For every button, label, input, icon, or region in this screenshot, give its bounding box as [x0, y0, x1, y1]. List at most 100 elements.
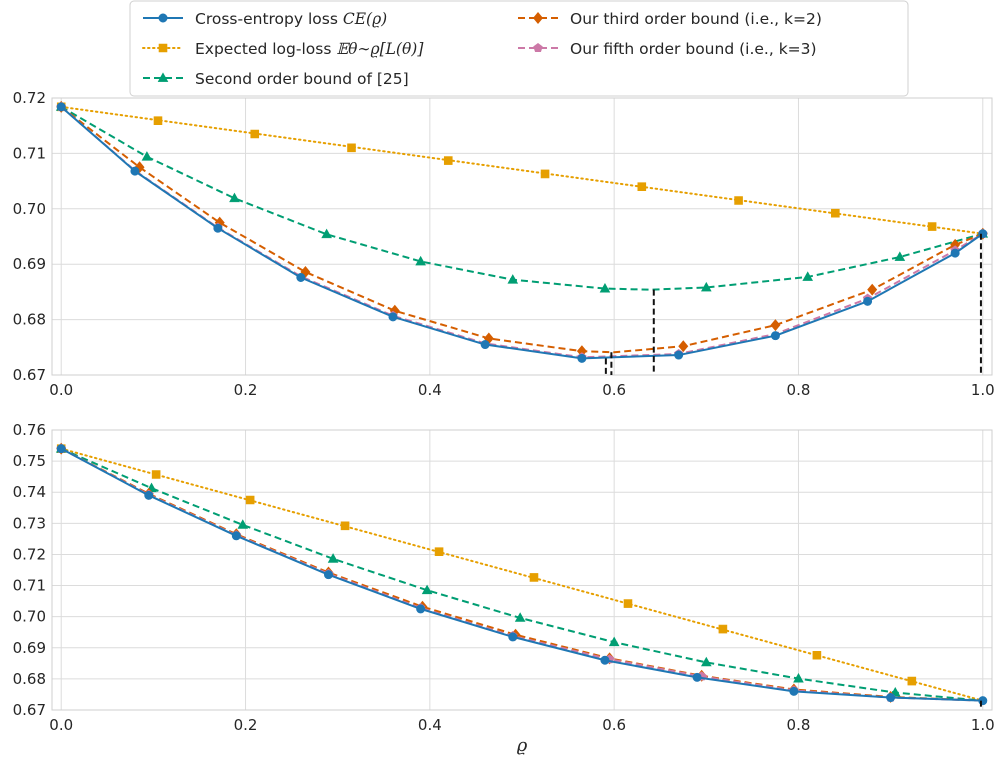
- exp-marker: [623, 599, 633, 608]
- second-marker: [237, 519, 249, 529]
- ce-marker: [508, 632, 518, 642]
- legend-marker-second: [157, 72, 169, 82]
- third-line: [60, 106, 984, 354]
- legend-label-fifth: Our fifth order bound (i.e., k=3): [570, 40, 817, 58]
- y-tick-label: 0.69: [13, 255, 46, 273]
- top-panel: 0.0 0.2 0.4 0.6 0.8 1.0 0.67 0.68 0.69 0.70 0.71 0.…: [13, 89, 995, 399]
- second-marker: [599, 282, 611, 293]
- legend-label-second: Second order bound of [25]: [195, 70, 409, 88]
- legend-label-exp: Expected log-loss 𝔼θ∼ϱ[L(θ)]: [195, 40, 424, 58]
- second-marker: [415, 255, 426, 266]
- ce-marker: [978, 696, 988, 706]
- legend-entry-second: Second order bound of [25]: [143, 70, 409, 88]
- x-tick-label: 1.0: [971, 716, 995, 734]
- x-axis-label: ϱ: [517, 735, 528, 756]
- x-tick-label: 0.6: [602, 716, 626, 734]
- y-tick-label: 0.73: [13, 514, 46, 532]
- second-marker: [514, 612, 526, 622]
- second-series: [55, 443, 983, 702]
- ce-marker: [770, 331, 780, 341]
- exp-marker: [434, 547, 444, 556]
- exp-marker: [151, 470, 161, 479]
- third-marker: [867, 283, 878, 296]
- legend-label-text: Our third order bound (i.e., k=2): [570, 10, 822, 28]
- ce-series: [56, 102, 988, 363]
- exp-marker: [812, 650, 822, 660]
- plot-frame: [51, 429, 993, 711]
- x-tick-label: 1.0: [971, 381, 995, 399]
- exp-marker: [245, 495, 255, 505]
- second-marker: [229, 192, 240, 203]
- exp-series: [56, 444, 984, 702]
- third-marker: [678, 340, 689, 353]
- y-tick-label: 0.76: [13, 421, 46, 439]
- legend-label-math: CE(ϱ): [343, 10, 387, 28]
- exp-marker: [340, 521, 350, 531]
- y-tick-label: 0.67: [13, 701, 46, 719]
- bottom-panel: 0.0 0.2 0.4 0.6 0.8 1.0 0.67 0.68 0.69 0.70 0.71 0.…: [13, 421, 995, 734]
- second-series: [55, 101, 989, 293]
- x-tick-label: 0.2: [234, 381, 258, 399]
- second-marker: [608, 636, 620, 647]
- ce-marker: [577, 353, 587, 363]
- exp-marker: [540, 169, 550, 179]
- legend-label-text: Second order bound of [25]: [195, 70, 409, 88]
- legend-entry-exp: Expected log-loss 𝔼θ∼ϱ[L(θ)]: [142, 40, 424, 58]
- x-tick-label: 0.4: [418, 381, 442, 399]
- y-tick-label: 0.72: [13, 545, 46, 563]
- legend-marker-exp: [158, 43, 168, 53]
- ce-marker: [692, 672, 702, 682]
- third-marker: [770, 319, 781, 332]
- second-marker: [141, 151, 153, 161]
- legend-entry-third: Our third order bound (i.e., k=2): [518, 10, 822, 28]
- legend-marker-fifth: [533, 43, 543, 53]
- exp-marker: [907, 676, 917, 686]
- legend-label-ce: Cross-entropy loss CE(ϱ): [195, 10, 387, 28]
- ce-marker: [130, 166, 140, 176]
- exp-line: [60, 105, 984, 235]
- legend-label-text: Expected log-loss: [195, 40, 336, 58]
- ce-marker: [56, 444, 66, 454]
- ce-marker: [674, 350, 684, 360]
- ce-marker: [480, 340, 490, 350]
- legend-label-math: 𝔼θ∼ϱ[L(θ)]: [336, 40, 424, 58]
- second-marker: [421, 584, 433, 595]
- ce-marker: [416, 604, 426, 614]
- legend-entry-ce: Cross-entropy loss CE(ϱ): [143, 10, 387, 28]
- exp-marker: [718, 624, 728, 634]
- second-marker: [321, 228, 332, 239]
- exp-marker: [927, 222, 937, 231]
- x-tick-label: 0.8: [787, 716, 811, 734]
- legend-marker-ce: [158, 13, 168, 23]
- ce-marker: [323, 570, 333, 580]
- second-marker: [700, 656, 712, 667]
- legend-label-text: Cross-entropy loss: [195, 10, 343, 28]
- second-marker: [700, 281, 712, 292]
- x-tick-label: 0.6: [602, 381, 626, 399]
- plot-frame: [51, 97, 993, 376]
- ce-marker: [600, 655, 610, 665]
- second-marker: [327, 553, 339, 563]
- y-tick-label: 0.68: [13, 670, 46, 688]
- y-tick-label: 0.69: [13, 639, 46, 657]
- exp-marker: [637, 182, 647, 191]
- legend-marker-third: [533, 12, 543, 24]
- y-tick-label: 0.71: [13, 144, 46, 162]
- second-marker: [802, 271, 814, 281]
- x-tick-label: 0.4: [418, 716, 442, 734]
- second-marker: [894, 251, 906, 261]
- exp-marker: [831, 208, 840, 218]
- ce-marker: [886, 693, 896, 703]
- y-tick-label: 0.71: [13, 577, 46, 595]
- second-marker: [793, 672, 804, 683]
- exp-marker: [734, 196, 743, 205]
- ce-marker: [789, 686, 799, 696]
- y-tick-label: 0.70: [13, 200, 46, 218]
- ce-marker: [231, 531, 241, 541]
- ce-marker: [978, 229, 988, 239]
- ce-marker: [296, 272, 306, 282]
- legend: Cross-entropy loss CE(ϱ) Expected log-los…: [129, 0, 909, 97]
- ce-marker: [388, 312, 398, 322]
- exp-marker: [250, 129, 260, 139]
